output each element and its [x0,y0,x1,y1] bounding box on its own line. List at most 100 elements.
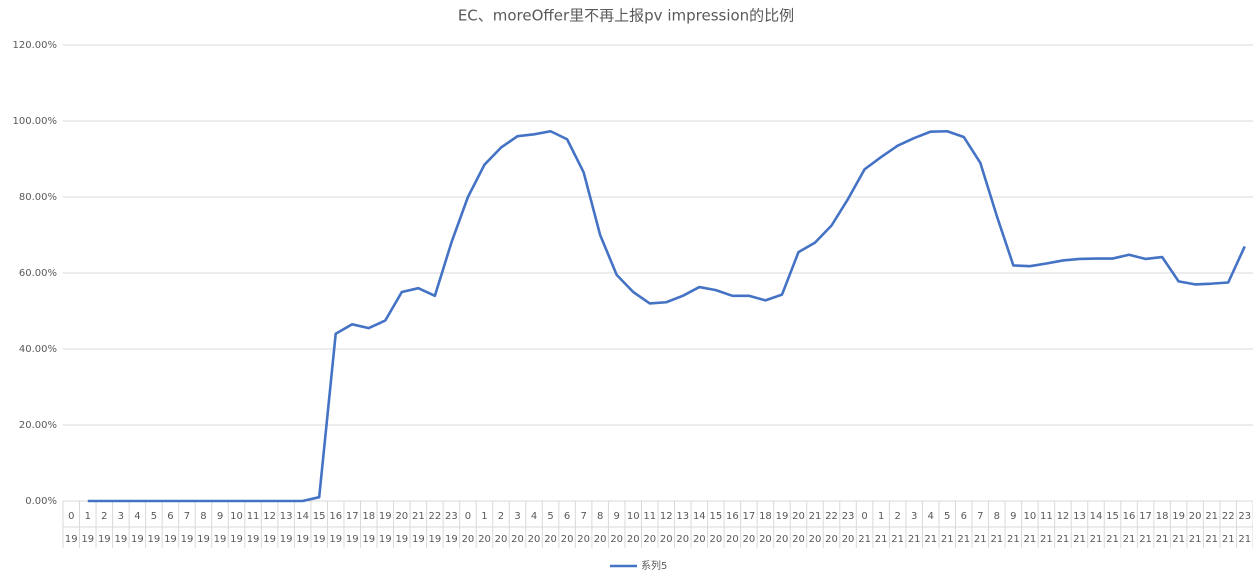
x-tick-label: 23 [842,511,855,522]
x-group-label: 19 [379,534,392,545]
x-tick-label: 16 [329,511,342,522]
x-tick-label: 3 [118,511,124,522]
x-tick-label: 18 [362,511,375,522]
x-group-label: 20 [577,534,590,545]
x-tick-label: 8 [200,511,206,522]
x-tick-label: 5 [547,511,553,522]
x-group-label: 20 [643,534,656,545]
x-tick-label: 13 [280,511,293,522]
x-group-label: 21 [1090,534,1103,545]
x-group-label: 20 [759,534,772,545]
x-group-label: 19 [445,534,458,545]
x-tick-label: 20 [1189,511,1202,522]
x-tick-label: 14 [296,511,309,522]
legend-label: 系列5 [641,559,667,572]
x-group-label: 20 [627,534,640,545]
x-tick-label: 14 [1090,511,1103,522]
x-tick-label: 2 [498,511,504,522]
x-group-label: 20 [660,534,673,545]
x-group-label: 19 [412,534,425,545]
x-group-label: 20 [825,534,838,545]
x-group-label: 19 [296,534,309,545]
x-group-label: 21 [1205,534,1218,545]
x-tick-label: 11 [1040,511,1053,522]
x-group-label: 21 [1123,534,1136,545]
x-tick-label: 6 [167,511,173,522]
x-tick-label: 0 [465,511,471,522]
x-group-label: 19 [395,534,408,545]
x-group-label: 20 [462,534,475,545]
x-tick-label: 16 [1123,511,1136,522]
series-line [87,129,1246,503]
x-tick-label: 1 [878,511,884,522]
x-group-label: 21 [1040,534,1053,545]
x-group-label: 21 [1222,534,1235,545]
x-group-label: 21 [974,534,987,545]
x-tick-label: 2 [101,511,107,522]
x-group-label: 20 [676,534,689,545]
x-tick-label: 14 [693,511,706,522]
x-group-label: 20 [776,534,789,545]
x-tick-label: 17 [346,511,359,522]
x-group-label: 20 [792,534,805,545]
x-tick-label: 20 [395,511,408,522]
y-tick-label: 20.00% [19,420,57,431]
x-tick-label: 9 [613,511,619,522]
x-group-label: 20 [495,534,508,545]
x-tick-label: 15 [709,511,722,522]
x-group-label: 19 [247,534,260,545]
x-tick-label: 10 [1024,511,1037,522]
x-tick-label: 7 [977,511,983,522]
x-group-label: 19 [329,534,342,545]
x-group-label: 21 [1139,534,1152,545]
x-group-label: 20 [544,534,557,545]
x-group-label: 21 [1156,534,1169,545]
x-group-label: 19 [148,534,161,545]
x-group-label: 19 [429,534,442,545]
x-group-label: 21 [924,534,937,545]
x-group-label: 20 [561,534,574,545]
x-group-label: 21 [1024,534,1037,545]
y-tick-label: 40.00% [19,344,57,355]
x-tick-label: 9 [217,511,223,522]
x-group-label: 21 [1007,534,1020,545]
x-group-label: 21 [858,534,871,545]
x-tick-label: 10 [230,511,243,522]
x-tick-label: 7 [184,511,190,522]
x-group-label: 21 [1106,534,1119,545]
x-tick-label: 18 [1156,511,1169,522]
x-tick-label: 23 [1238,511,1251,522]
x-tick-label: 12 [660,511,673,522]
x-tick-label: 12 [263,511,276,522]
x-group-label: 19 [98,534,111,545]
x-tick-label: 4 [134,511,140,522]
x-tick-label: 17 [743,511,756,522]
x-group-label: 19 [313,534,326,545]
x-tick-label: 13 [676,511,689,522]
x-group-label: 20 [726,534,739,545]
x-group-label: 21 [891,534,904,545]
x-tick-label: 21 [412,511,425,522]
x-group-label: 20 [478,534,491,545]
x-tick-label: 11 [247,511,260,522]
x-tick-label: 21 [1205,511,1218,522]
x-group-label: 20 [842,534,855,545]
x-tick-label: 12 [1057,511,1070,522]
x-group-label: 20 [693,534,706,545]
x-group-label: 20 [610,534,623,545]
x-tick-label: 22 [429,511,442,522]
x-group-label: 19 [362,534,375,545]
x-group-label: 19 [346,534,359,545]
x-tick-label: 3 [911,511,917,522]
x-tick-label: 18 [759,511,772,522]
x-group-label: 21 [908,534,921,545]
x-tick-label: 16 [726,511,739,522]
x-tick-label: 8 [994,511,1000,522]
chart-title: EC、moreOffer里不再上报pv impression的比例 [458,7,794,25]
y-tick-label: 120.00% [13,40,58,51]
x-tick-label: 5 [151,511,157,522]
x-group-label: 20 [511,534,524,545]
x-tick-label: 13 [1073,511,1086,522]
